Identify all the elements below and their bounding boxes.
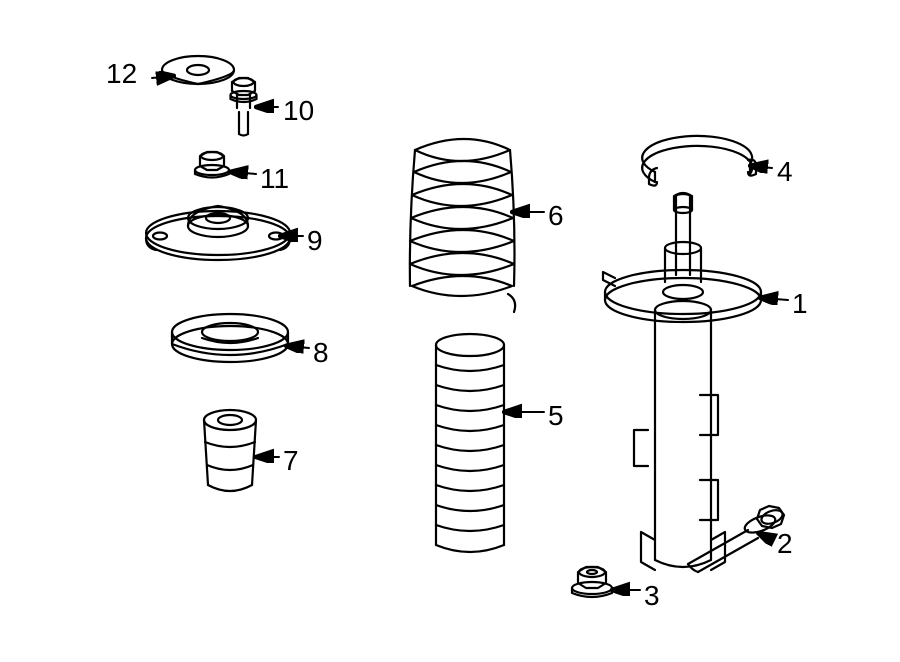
- callout-8: 8: [313, 337, 329, 369]
- part-top-bolt: [231, 78, 257, 136]
- callout-11: 11: [260, 163, 289, 195]
- part-cap-washer: [162, 56, 234, 84]
- callout-1: 1: [792, 288, 808, 320]
- callout-6: 6: [548, 200, 564, 232]
- callout-2: 2: [777, 528, 793, 560]
- part-bump-stop: [204, 410, 256, 491]
- callout-4: 4: [777, 156, 793, 188]
- callout-12: 12: [106, 58, 137, 90]
- part-flange-nut: [572, 567, 612, 597]
- callout-7: 7: [283, 445, 299, 477]
- part-bearing: [172, 314, 288, 362]
- part-upper-mount: [146, 206, 290, 260]
- part-strut-body: [603, 193, 761, 570]
- callout-10: 10: [283, 95, 314, 127]
- part-coil-spring: [410, 139, 515, 312]
- part-dust-boot: [436, 334, 504, 552]
- callout-3: 3: [644, 580, 660, 612]
- parts-diagram-svg: [0, 0, 900, 662]
- callout-9: 9: [307, 225, 323, 257]
- callout-5: 5: [548, 400, 564, 432]
- part-top-nut: [195, 152, 229, 178]
- part-spring-seat-clip: [642, 136, 756, 186]
